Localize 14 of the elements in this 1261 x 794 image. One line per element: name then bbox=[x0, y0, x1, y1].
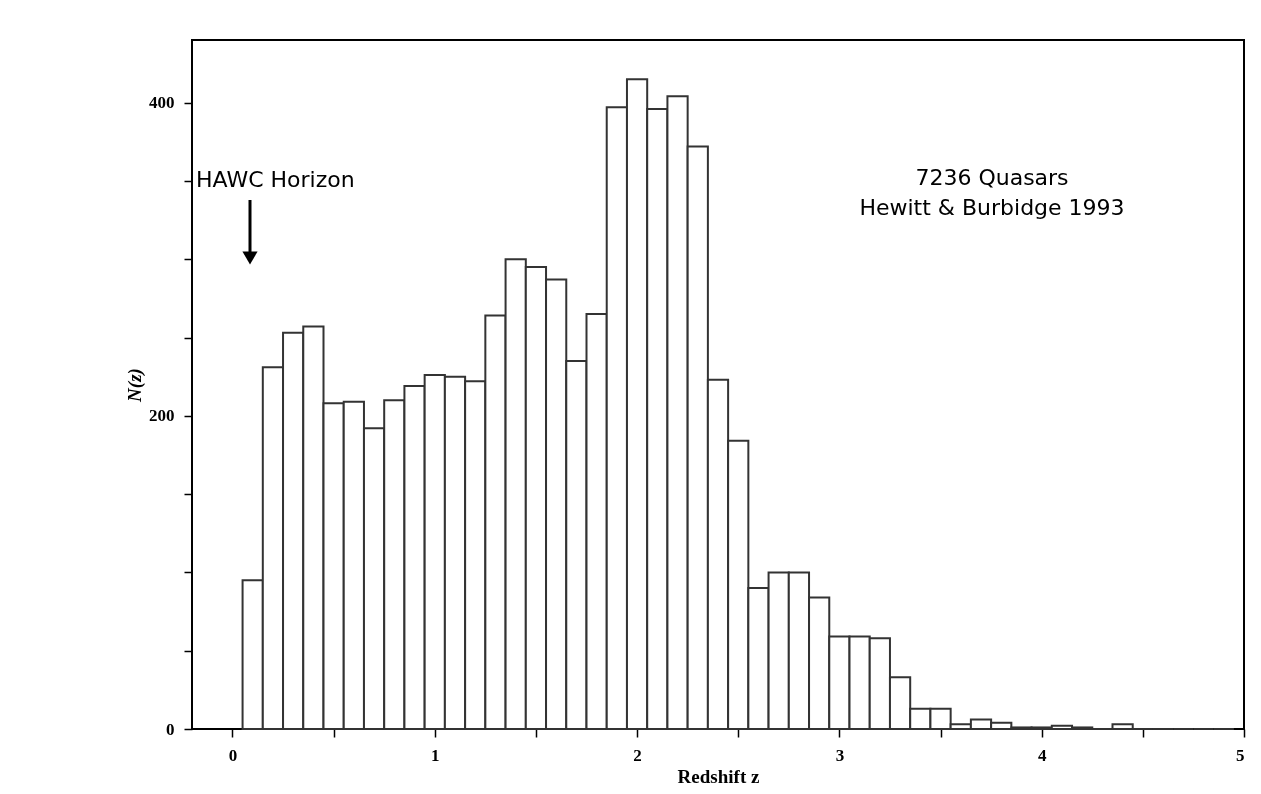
x-axis-title: Redshift z bbox=[677, 765, 760, 787]
x-tick-label: 2 bbox=[633, 745, 642, 765]
x-tick-label: 1 bbox=[431, 745, 440, 765]
annotation: 7236 Quasars bbox=[915, 165, 1069, 190]
annotation: Hewitt & Burbidge 1993 bbox=[859, 195, 1125, 220]
y-axis-title: N(z) bbox=[124, 368, 146, 403]
y-tick-label: 400 bbox=[149, 93, 175, 113]
annotation: HAWC Horizon bbox=[196, 167, 355, 192]
x-tick-label: 4 bbox=[1037, 745, 1047, 765]
x-tick-label: 5 bbox=[1236, 745, 1245, 765]
x-tick-label: 3 bbox=[835, 745, 845, 765]
x-tick-label: 0 bbox=[228, 745, 238, 765]
y-tick-label: 0 bbox=[166, 719, 175, 739]
y-tick-label: 200 bbox=[149, 406, 175, 426]
